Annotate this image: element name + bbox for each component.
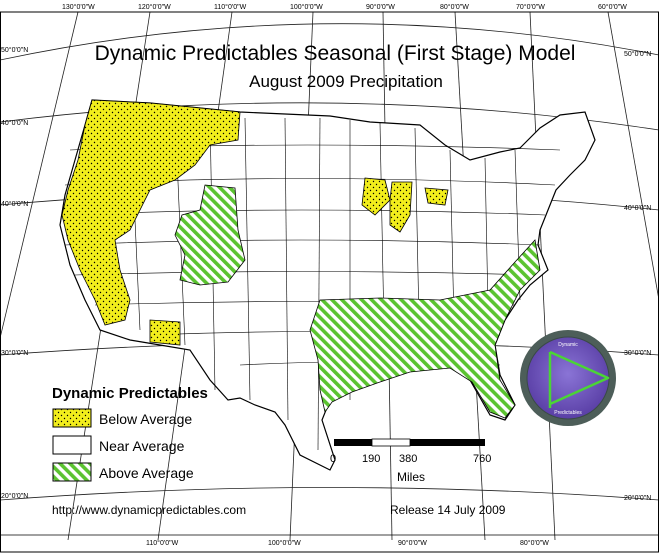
lon-label: 90°0'0"W (366, 3, 395, 11)
lon-label: 100°0'0"W (268, 539, 301, 547)
lat-label: 40°0'0"N (1, 200, 28, 208)
logo-bottom-text: Predictables (554, 410, 582, 416)
footer-url[interactable]: http://www.dynamicpredictables.com (52, 503, 246, 517)
lon-label: 80°0'0"W (440, 3, 469, 11)
lon-label: 110°0'0"W (214, 3, 247, 11)
map-title: Dynamic Predictables Seasonal (First Sta… (95, 42, 576, 65)
legend-title: Dynamic Predictables (52, 385, 208, 402)
lat-label: 20°0'0"N (624, 494, 651, 502)
legend-swatch-below (52, 408, 92, 428)
legend-label-below: Below Average (99, 411, 192, 427)
lat-label: 50°0'0"N (1, 46, 28, 54)
map-subtitle: August 2009 Precipitation (249, 72, 443, 91)
legend-swatch-above (52, 462, 92, 482)
top-longitude-labels: 130°0'0"W 120°0'0"W 110°0'0"W 100°0'0"W … (62, 3, 627, 11)
below-average-regions (61, 99, 449, 346)
lon-label: 110°0'0"W (146, 539, 179, 547)
play-triangle-icon (548, 350, 610, 408)
legend-label-near: Near Average (99, 438, 185, 454)
lat-label: 30°0'0"N (624, 349, 651, 357)
scale-tick: 0 (330, 453, 336, 465)
legend-swatch-near (52, 435, 92, 455)
lat-label: 40°0'0"N (624, 204, 651, 212)
release-date: Release 14 July 2009 (390, 503, 506, 517)
right-latitude-labels: 50°0'0"N 40°0'0"N 30°0'0"N 20°0'0"N (624, 50, 651, 502)
lon-label: 80°0'0"W (520, 539, 549, 547)
logo-top-text: Dynamic (558, 342, 578, 348)
scale-bar: 0 190 380 760 Miles (330, 438, 491, 484)
scale-tick: 380 (399, 453, 417, 465)
bottom-longitude-labels: 110°0'0"W 100°0'0"W 90°0'0"W 80°0'0"W (146, 539, 549, 547)
dynamic-predictables-logo: Dynamic Predictables (520, 330, 616, 426)
lon-label: 100°0'0"W (290, 3, 323, 11)
lon-label: 90°0'0"W (398, 539, 427, 547)
scale-unit: Miles (397, 470, 425, 484)
lon-label: 130°0'0"W (62, 3, 95, 11)
lat-label: 50°0'0"N (624, 50, 651, 58)
above-average-regions (174, 184, 541, 419)
lon-label: 70°0'0"W (516, 3, 545, 11)
lon-label: 60°0'0"W (598, 3, 627, 11)
us-outline (59, 99, 596, 471)
scale-tick: 190 (362, 453, 380, 465)
legend: Dynamic Predictables Below Average Near … (52, 385, 208, 482)
lon-label: 120°0'0"W (138, 3, 171, 11)
lat-label: 30°0'0"N (1, 349, 28, 357)
lat-label: 20°0'0"N (1, 492, 28, 500)
scale-tick: 760 (473, 453, 491, 465)
lat-label: 40°0'0"N (1, 119, 28, 127)
left-latitude-labels: 50°0'0"N 40°0'0"N 40°0'0"N 30°0'0"N 20°0… (1, 46, 28, 500)
legend-label-above: Above Average (99, 465, 194, 481)
